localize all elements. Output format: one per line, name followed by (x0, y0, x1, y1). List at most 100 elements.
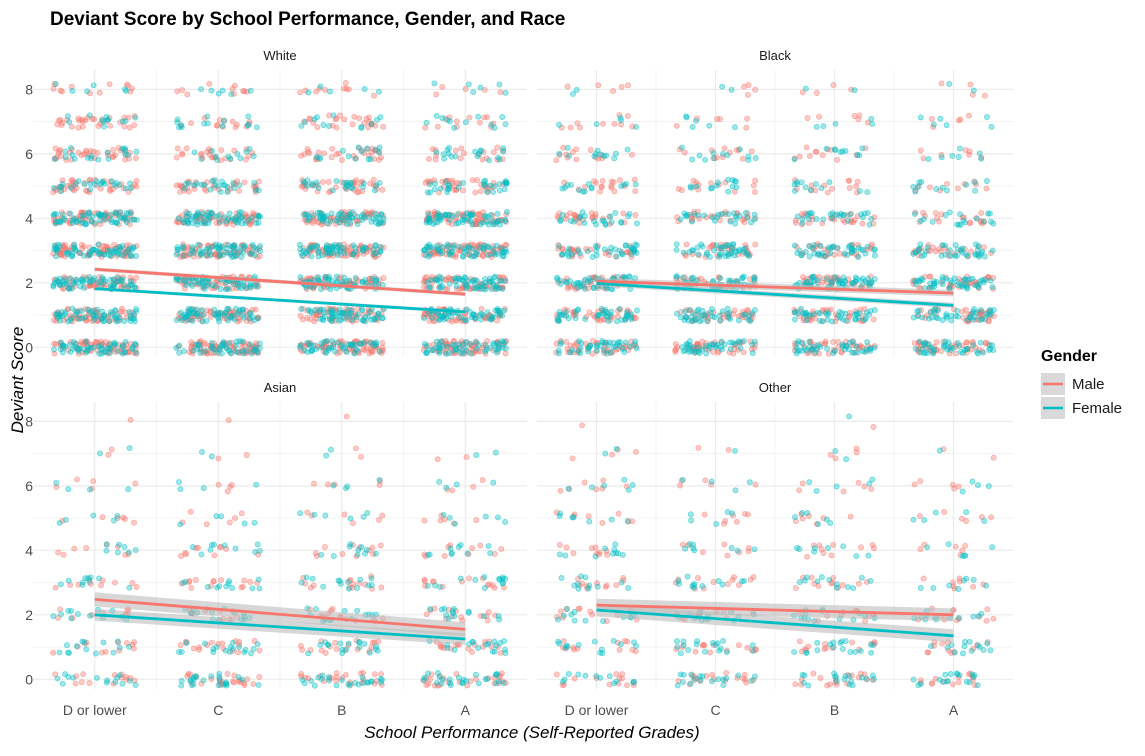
data-point-female (188, 678, 193, 683)
data-point-female (486, 253, 491, 258)
data-point-female (594, 122, 599, 127)
data-point-female (854, 344, 859, 349)
data-point-female (246, 114, 251, 119)
data-point-male (51, 86, 56, 91)
data-point-female (373, 147, 378, 152)
data-point-female (465, 284, 470, 289)
data-point-male (357, 116, 362, 121)
data-point-female (938, 116, 943, 121)
data-point-female (224, 287, 229, 292)
data-point-female (979, 156, 984, 161)
data-point-female (503, 346, 508, 351)
data-point-female (722, 342, 727, 347)
data-point-female (917, 278, 922, 283)
data-point-female (971, 343, 976, 348)
data-point-male (57, 148, 62, 153)
data-point-female (696, 252, 701, 257)
data-point-female (476, 151, 481, 156)
data-point-male (81, 672, 86, 677)
data-point-female (435, 211, 440, 216)
data-point-female (920, 315, 925, 320)
data-point-female (455, 212, 460, 217)
data-point-female (705, 319, 710, 324)
data-point-female (127, 309, 132, 314)
data-point-female (319, 677, 324, 682)
data-point-female (227, 341, 232, 346)
data-point-female (709, 306, 714, 311)
data-point-female (226, 318, 231, 323)
data-point-female (633, 182, 638, 187)
data-point-male (440, 84, 445, 89)
data-point-female (625, 309, 630, 314)
data-point-female (124, 210, 129, 215)
data-point-female (428, 278, 433, 283)
data-point-female (438, 279, 443, 284)
data-point-female (482, 213, 487, 218)
data-point-female (921, 217, 926, 222)
data-point-female (615, 274, 620, 279)
data-point-female (720, 84, 725, 89)
data-point-male (175, 146, 180, 151)
data-point-female (339, 344, 344, 349)
data-point-female (256, 214, 261, 219)
data-point-male (617, 178, 622, 183)
data-point-female (833, 147, 838, 152)
data-point-female (362, 86, 367, 91)
data-point-female (474, 346, 479, 351)
data-point-female (52, 212, 57, 217)
data-point-female (835, 245, 840, 250)
data-point-male (342, 117, 347, 122)
data-point-female (709, 186, 714, 191)
data-point-female (847, 243, 852, 248)
data-point-female (104, 114, 109, 119)
data-point-female (376, 311, 381, 316)
data-point-female (710, 215, 715, 220)
data-point-female (321, 217, 326, 222)
data-point-female (446, 151, 451, 156)
data-point-male (554, 158, 559, 163)
data-point-female (696, 213, 701, 218)
data-point-female (197, 248, 202, 253)
data-point-female (128, 186, 133, 191)
data-point-female (350, 317, 355, 322)
data-point-female (480, 220, 485, 225)
data-point-female (799, 348, 804, 353)
data-point-female (59, 309, 64, 314)
data-point-female (947, 248, 952, 253)
data-point-female (78, 284, 83, 289)
data-point-female (944, 188, 949, 193)
data-point-male (633, 189, 638, 194)
data-point-female (711, 150, 716, 155)
data-point-female (59, 189, 64, 194)
data-point-female (213, 154, 218, 159)
data-point-female (306, 90, 311, 95)
data-point-male (371, 93, 376, 98)
data-point-female (804, 280, 809, 285)
data-point-female (577, 188, 582, 193)
data-point-female (250, 242, 255, 247)
data-point-female (69, 286, 74, 291)
data-point-female (495, 211, 500, 216)
data-point-female (799, 306, 804, 311)
data-point-female (113, 308, 118, 313)
data-point-female (359, 149, 364, 154)
data-point-female (932, 347, 937, 352)
data-point-female (456, 220, 461, 225)
data-point-female (205, 121, 210, 126)
data-point-female (623, 243, 628, 248)
data-point-female (977, 318, 982, 323)
data-point-female (576, 307, 581, 312)
data-point-female (79, 316, 84, 321)
data-point-female (206, 221, 211, 226)
data-point-female (342, 251, 347, 256)
data-point-female (424, 120, 429, 125)
data-point-female (254, 220, 259, 225)
data-point-female (984, 114, 989, 119)
data-point-female (493, 308, 498, 313)
data-point-male (480, 157, 485, 162)
data-point-female (488, 183, 493, 188)
data-point-female (440, 244, 445, 249)
data-point-male (80, 124, 85, 129)
data-point-female (694, 184, 699, 189)
